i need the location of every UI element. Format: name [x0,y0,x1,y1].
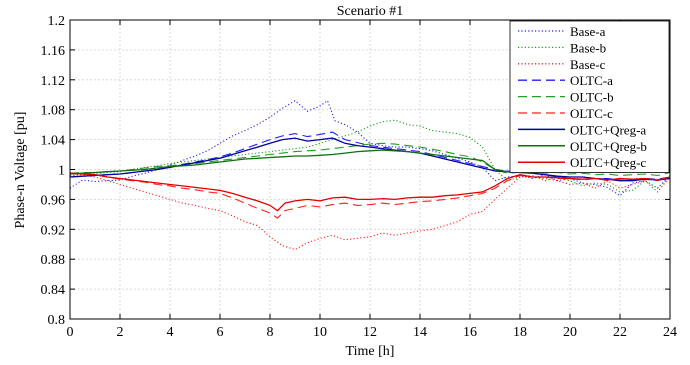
legend-label: Base-c [570,57,606,72]
y-tick-label: 0.92 [41,223,66,238]
y-tick-labels: 0.8 0.84 0.88 0.92 0.96 1 1.04 1.08 1.12 1.16 1.2 [41,14,66,328]
series-line-oltc-c [70,172,670,219]
legend-label: OLTC+Qreg-a [570,122,646,137]
y-tick-label: 1.12 [41,74,66,89]
x-tick-label: 24 [663,325,677,340]
x-tick-label: 20 [563,325,577,340]
series-line-oltc-qreg-c [70,172,670,212]
x-tick-label: 14 [413,325,427,340]
series-line-base-c [70,174,670,251]
legend-label: OLTC-c [570,106,613,121]
legend-label: OLTC-b [570,90,614,105]
x-tick-label: 2 [117,325,124,340]
y-tick-label: 0.88 [41,253,66,268]
y-axis-label: Phase-n Voltage [pu] [13,112,28,229]
y-tick-label: 1.04 [41,134,66,149]
x-tick-label: 6 [217,325,224,340]
y-tick-label: 0.8 [48,313,66,328]
series-line-oltc-b [70,142,670,177]
x-tick-label: 18 [513,325,527,340]
x-tick-label: 0 [67,325,74,340]
legend-label: OLTC+Qreg-c [570,155,646,170]
legend-label: Base-a [570,24,606,39]
y-tick-label: 1.2 [48,14,66,29]
y-tick-label: 0.84 [41,283,66,298]
x-tick-label: 22 [613,325,627,340]
y-tick-label: 0.96 [41,193,66,208]
y-tick-label: 1 [58,164,65,179]
chart-title: Scenario #1 [337,4,403,19]
y-tick-label: 1.16 [41,44,66,59]
x-tick-labels: 0 2 4 6 8 10 12 14 16 18 20 22 24 [67,325,678,340]
x-tick-label: 16 [463,325,477,340]
series-line-oltc-qreg-a [70,137,670,182]
x-tick-label: 12 [363,325,377,340]
x-tick-label: 8 [267,325,274,340]
legend-label: Base-b [570,40,606,55]
y-tick-label: 1.08 [41,104,66,119]
legend-label: OLTC-a [570,73,613,88]
x-tick-label: 4 [167,325,174,340]
x-axis-label: Time [h] [346,344,395,359]
x-tick-label: 10 [313,325,327,340]
legend-label: OLTC+Qreg-b [570,139,647,154]
legend: Base-aBase-bBase-cOLTC-aOLTC-bOLTC-cOLTC… [509,20,670,174]
